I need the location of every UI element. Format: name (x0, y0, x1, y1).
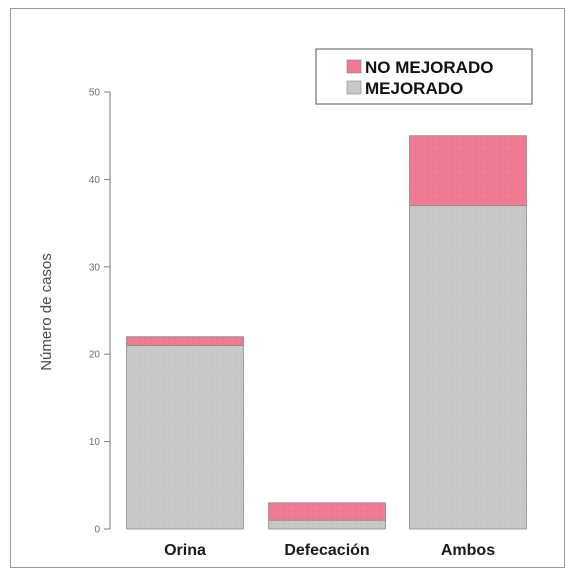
y-tick-label: 20 (89, 350, 101, 361)
bar-texture (409, 205, 527, 529)
bar-texture (268, 502, 386, 521)
bar-texture (126, 336, 244, 346)
legend-label-no-mejorado: NO MEJORADO (365, 58, 493, 77)
bar-texture (409, 135, 527, 206)
bar-texture (126, 345, 244, 529)
y-axis-ticks: 0 10 20 30 40 50 (89, 88, 110, 536)
y-axis-title: Número de casos (38, 253, 55, 371)
x-category-label: Orina (164, 542, 206, 559)
legend: NO MEJORADO MEJORADO (315, 48, 533, 105)
legend-box (315, 48, 533, 105)
y-tick-label: 0 (94, 525, 100, 536)
y-tick-label: 40 (89, 175, 101, 186)
legend-label-mejorado: MEJORADO (365, 79, 463, 98)
legend-swatch-mejorado (346, 80, 362, 95)
x-category-label: Ambos (441, 542, 495, 559)
x-category-label: Defecación (284, 542, 369, 559)
y-tick-label: 10 (89, 437, 101, 448)
legend-swatch-no-mejorado (346, 59, 362, 74)
bar-series (126, 135, 527, 530)
x-axis-category-labels: Orina Defecación Ambos (164, 542, 495, 559)
bar-texture (268, 520, 386, 529)
y-tick-label: 50 (89, 88, 101, 99)
y-tick-label: 30 (89, 262, 101, 273)
